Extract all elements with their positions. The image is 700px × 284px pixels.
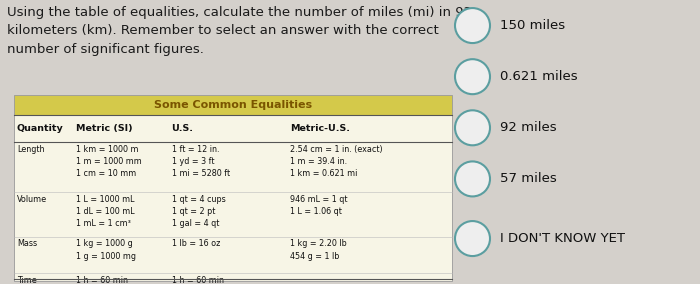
Ellipse shape [455,221,490,256]
Text: Volume: Volume [17,195,47,204]
Text: 1 km = 1000 m
1 m = 1000 mm
1 cm = 10 mm: 1 km = 1000 m 1 m = 1000 mm 1 cm = 10 mm [76,145,141,178]
Text: 946 mL = 1 qt
1 L = 1.06 qt: 946 mL = 1 qt 1 L = 1.06 qt [290,195,348,216]
Text: 1 h = 60 min
1 min = 60 s: 1 h = 60 min 1 min = 60 s [76,276,127,284]
Ellipse shape [455,59,490,94]
Text: 1 L = 1000 mL
1 dL = 100 mL
1 mL = 1 cm³: 1 L = 1000 mL 1 dL = 100 mL 1 mL = 1 cm³ [76,195,134,228]
Text: 1 ft = 12 in.
1 yd = 3 ft
1 mi = 5280 ft: 1 ft = 12 in. 1 yd = 3 ft 1 mi = 5280 ft [172,145,230,178]
Text: Using the table of equalities, calculate the number of miles (mi) in 92
kilomete: Using the table of equalities, calculate… [7,6,472,56]
Text: Metric (SI): Metric (SI) [76,124,132,133]
FancyBboxPatch shape [14,95,452,115]
Text: 92 miles: 92 miles [500,121,557,134]
Text: 1 h = 60 min
1 min = 60 s: 1 h = 60 min 1 min = 60 s [172,276,223,284]
Text: Time: Time [17,276,36,284]
Text: I DON'T KNOW YET: I DON'T KNOW YET [500,232,626,245]
Text: Length: Length [17,145,44,154]
Text: Metric-U.S.: Metric-U.S. [290,124,351,133]
Text: 57 miles: 57 miles [500,172,557,185]
FancyBboxPatch shape [14,115,452,281]
Text: 2.54 cm = 1 in. (exact)
1 m = 39.4 in.
1 km = 0.621 mi: 2.54 cm = 1 in. (exact) 1 m = 39.4 in. 1… [290,145,383,178]
Text: U.S.: U.S. [172,124,193,133]
Text: Some Common Equalities: Some Common Equalities [154,100,312,110]
Ellipse shape [455,8,490,43]
Text: 0.621 miles: 0.621 miles [500,70,578,83]
Ellipse shape [455,110,490,145]
Text: 1 qt = 4 cups
1 qt = 2 pt
1 gal = 4 qt: 1 qt = 4 cups 1 qt = 2 pt 1 gal = 4 qt [172,195,225,228]
Text: Quantity: Quantity [17,124,64,133]
Ellipse shape [455,161,490,197]
Text: 150 miles: 150 miles [500,19,566,32]
Text: 1 lb = 16 oz: 1 lb = 16 oz [172,239,220,248]
Text: 1 kg = 1000 g
1 g = 1000 mg: 1 kg = 1000 g 1 g = 1000 mg [76,239,136,260]
Text: 1 kg = 2.20 lb
454 g = 1 lb: 1 kg = 2.20 lb 454 g = 1 lb [290,239,347,260]
Text: Mass: Mass [17,239,37,248]
